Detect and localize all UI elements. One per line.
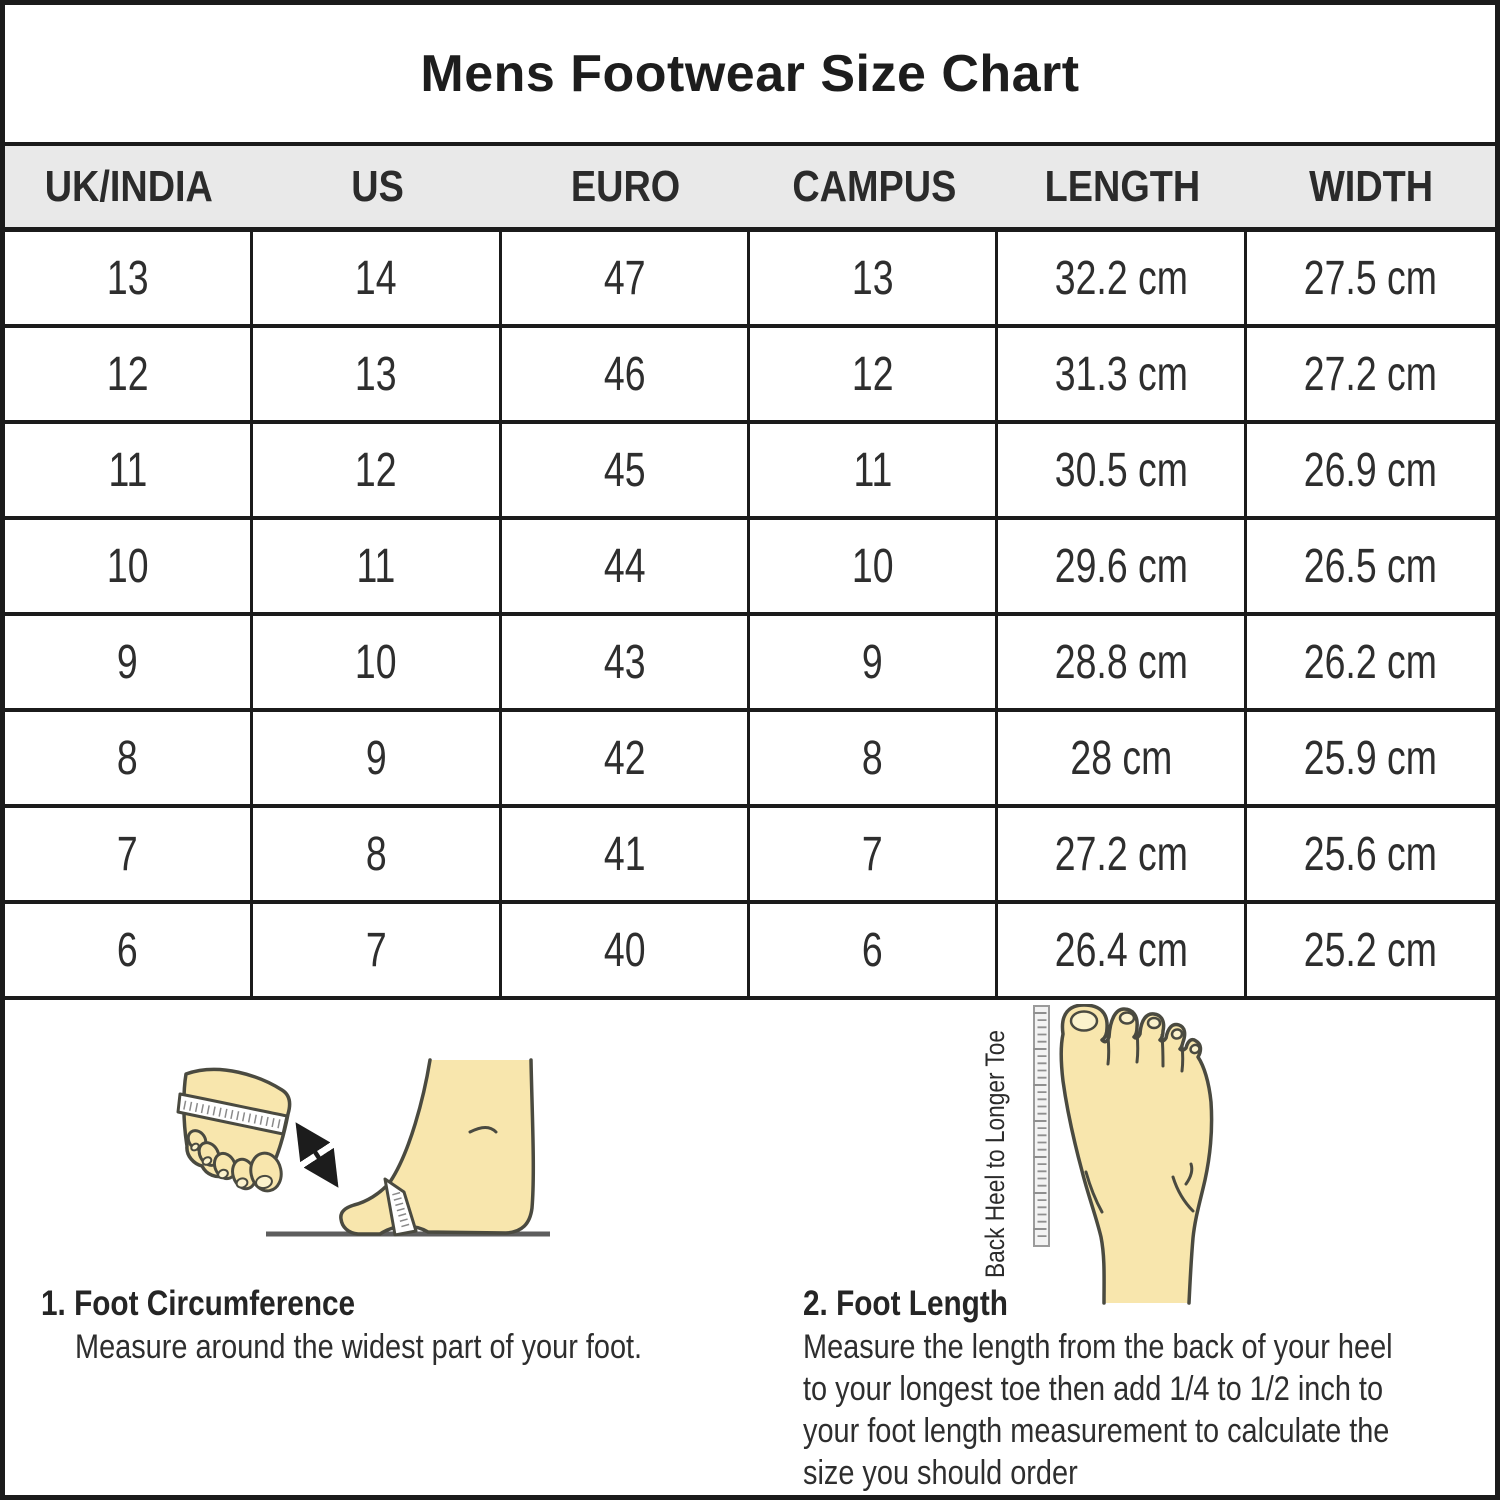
table-cell: 27.2 cm	[998, 808, 1247, 900]
ankle-creases	[1084, 1162, 1195, 1214]
table-cell: 32.2 cm	[998, 232, 1247, 324]
side-foot	[339, 1058, 536, 1237]
table-cell: 10	[750, 520, 999, 612]
table-cell: 6	[750, 904, 999, 996]
table-cell: 25.9 cm	[1304, 731, 1438, 785]
table-cell: 26.4 cm	[998, 904, 1247, 996]
length-heading: 2. Foot Length	[803, 1284, 1008, 1323]
table-cell: 26.5 cm	[1304, 539, 1438, 593]
table-cell: 14	[253, 232, 502, 324]
table-header-row: UK/INDIA US EURO CAMPUS LENGTH WIDTH	[5, 142, 1495, 232]
foot-length-illustration: Back Heel to Longer Toe	[980, 1004, 1214, 1305]
table-row: 6 7 40 6 26.4 cm 25.2 cm	[5, 904, 1495, 1000]
table-row: 7 8 41 7 27.2 cm 25.6 cm	[5, 808, 1495, 904]
chart-title: Mens Footwear Size Chart	[420, 44, 1080, 103]
table-cell: 7	[5, 808, 254, 900]
top-foot	[1059, 1004, 1214, 1305]
toenail	[190, 1142, 200, 1152]
column-header-euro: EURO	[571, 161, 681, 211]
table-cell: 45	[502, 424, 750, 516]
table-cell: 26.9 cm	[1304, 443, 1438, 497]
table-cell: 28.8 cm	[998, 616, 1247, 708]
table-cell: 26.2 cm	[1304, 635, 1438, 689]
table-cell: 10	[253, 616, 502, 708]
toenail	[255, 1174, 273, 1190]
table-cell: 13	[5, 232, 254, 324]
table-cell: 27.2 cm	[1304, 347, 1438, 401]
circumference-text: Measure around the widest part of your f…	[75, 1328, 643, 1366]
table-cell: 11	[253, 520, 502, 612]
table-row: 9 10 43 9 28.8 cm 26.2 cm	[5, 616, 1495, 712]
table-cell: 13	[253, 328, 502, 420]
forefoot	[176, 1067, 292, 1193]
table-cell: 42	[502, 712, 750, 804]
table-cell: 47	[502, 232, 750, 324]
table-cell: 41	[502, 808, 750, 900]
table-cell: 30.5 cm	[998, 424, 1247, 516]
table-cell: 44	[502, 520, 750, 612]
column-header-uk-india: UK/INDIA	[45, 161, 214, 211]
length-instruction: 2. Foot Length Measure the length from t…	[803, 1282, 1495, 1494]
table-cell: 25.2 cm	[1304, 923, 1438, 977]
table-cell: 9	[750, 616, 999, 708]
toenail	[201, 1156, 213, 1166]
table-cell: 27.5 cm	[1304, 251, 1438, 305]
table-cell: 46	[502, 328, 750, 420]
table-cell: 43	[502, 616, 750, 708]
title-band: Mens Footwear Size Chart	[5, 5, 1495, 142]
double-arrow-icon	[295, 1122, 339, 1188]
table-row: 13 14 47 13 32.2 cm 27.5 cm	[5, 232, 1495, 328]
table-cell: 10	[5, 520, 254, 612]
table-cell: 28 cm	[998, 712, 1247, 804]
table-cell: 12	[5, 328, 254, 420]
table-cell: 12	[750, 328, 999, 420]
toenails	[1069, 1010, 1201, 1055]
table-cell: 6	[5, 904, 254, 996]
column-header-width: WIDTH	[1308, 161, 1433, 211]
table-cell: 11	[750, 424, 999, 516]
measuring-band	[176, 1092, 289, 1136]
circumference-heading: 1. Foot Circumference	[41, 1284, 356, 1323]
circumference-instruction: 1. Foot Circumference Measure around the…	[41, 1282, 748, 1368]
table-cell: 13	[750, 232, 999, 324]
ruler-label: Back Heel to Longer Toe	[980, 1030, 1010, 1278]
table-cell: 8	[253, 808, 502, 900]
toenail	[235, 1177, 249, 1189]
ankle-crease	[468, 1126, 498, 1134]
table-row: 10 11 44 10 29.6 cm 26.5 cm	[5, 520, 1495, 616]
measuring-band	[383, 1177, 418, 1237]
table-cell: 7	[253, 904, 502, 996]
measuring-instructions-section: Back Heel to Longer Toe	[5, 1000, 1495, 1495]
table-row: 8 9 42 8 28 cm 25.9 cm	[5, 712, 1495, 808]
table-cell: 8	[5, 712, 254, 804]
column-header-us: US	[351, 161, 404, 211]
ruler-icon	[1033, 1005, 1050, 1247]
table-cell: 25.6 cm	[1304, 827, 1438, 881]
toenail	[217, 1168, 229, 1180]
table-row: 12 13 46 12 31.3 cm 27.2 cm	[5, 328, 1495, 424]
table-cell: 7	[750, 808, 999, 900]
toe-gaps	[1106, 1030, 1185, 1073]
table-cell: 9	[253, 712, 502, 804]
table-cell: 31.3 cm	[998, 328, 1247, 420]
table-row: 11 12 45 11 30.5 cm 26.9 cm	[5, 424, 1495, 520]
table-cell: 29.6 cm	[998, 520, 1247, 612]
length-text: Measure the length from the back of your…	[803, 1328, 1393, 1492]
table-cell: 12	[253, 424, 502, 516]
table-cell: 9	[5, 616, 254, 708]
foot-circumference-illustration	[176, 1058, 550, 1237]
table-cell: 11	[5, 424, 254, 516]
column-header-campus: CAMPUS	[792, 161, 957, 211]
table-cell: 8	[750, 712, 999, 804]
column-header-length: LENGTH	[1044, 161, 1201, 211]
table-cell: 40	[502, 904, 750, 996]
